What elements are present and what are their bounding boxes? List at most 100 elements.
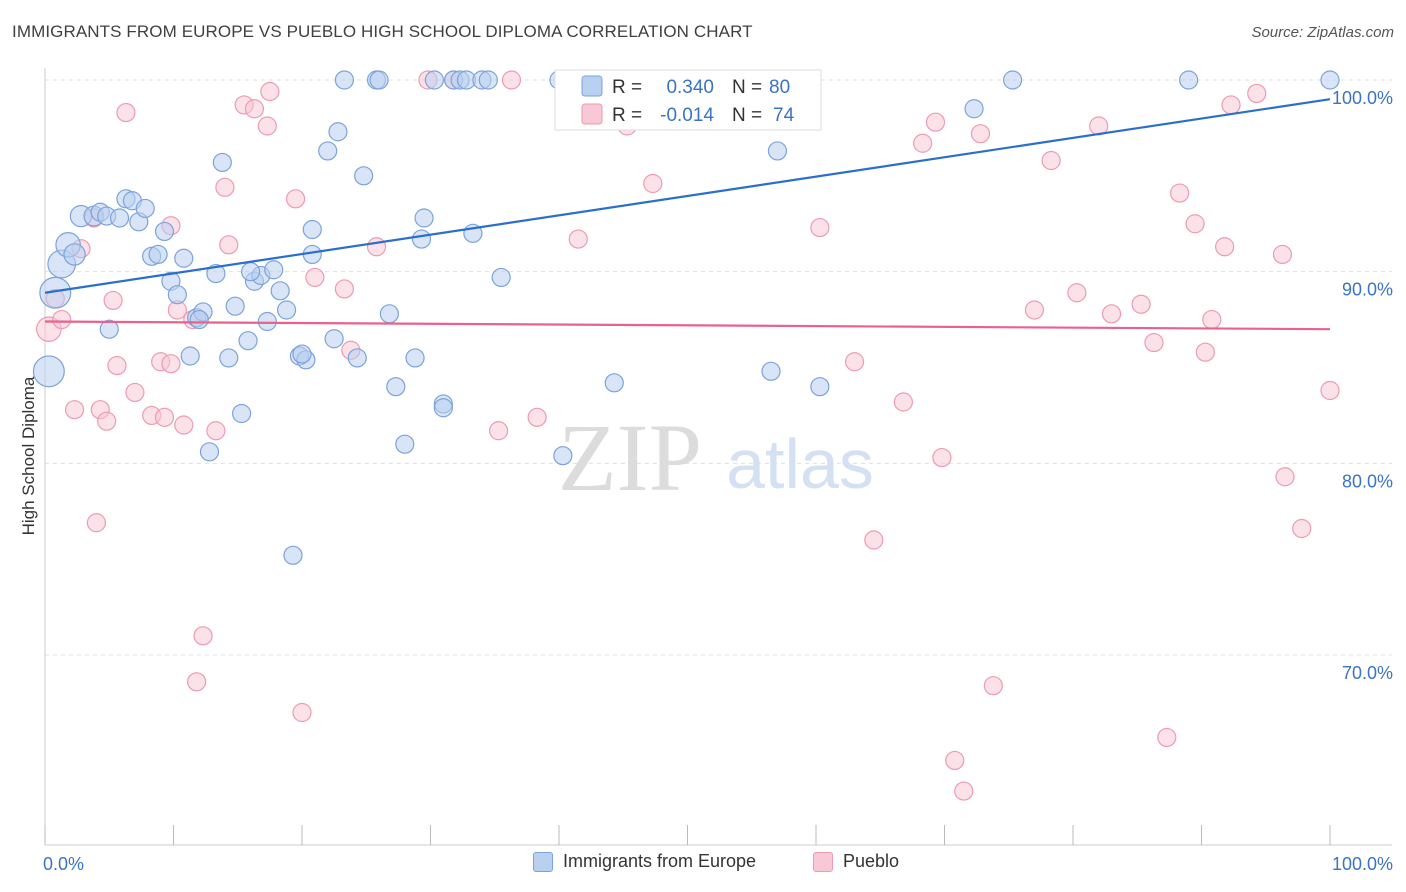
pueblo-point — [893, 392, 913, 412]
europe-point — [1003, 70, 1023, 90]
pueblo-point — [161, 354, 181, 374]
europe-point — [405, 348, 425, 368]
legend-swatch-pueblo — [581, 103, 603, 125]
europe-point — [369, 70, 389, 90]
pueblo-point — [1157, 727, 1177, 748]
pueblo-point — [1247, 83, 1267, 104]
legend-r-label-europe: R = — [612, 77, 642, 98]
legend-n-value-pueblo: 74 — [773, 105, 795, 126]
x-tick-label: 100.0% — [1332, 854, 1393, 874]
pueblo-point — [219, 235, 239, 255]
pueblo-point — [970, 124, 991, 144]
pueblo-point — [285, 189, 306, 209]
europe-point — [238, 331, 258, 351]
y-axis-label: High School Diploma — [19, 376, 38, 535]
legend-top: R = 0.340 N = 80 R = -0.014 N = 74 — [554, 69, 822, 131]
europe-point — [180, 346, 200, 366]
pueblo-point — [810, 217, 830, 238]
pueblo-point — [1131, 294, 1151, 314]
pueblo-point — [1320, 380, 1340, 401]
europe-point — [283, 545, 303, 565]
legend-label-pueblo: Pueblo — [843, 851, 900, 871]
pueblo-point — [292, 702, 312, 723]
axes — [44, 68, 1392, 846]
europe-point — [206, 263, 226, 284]
europe-point — [302, 219, 322, 240]
pueblo-point — [1275, 467, 1295, 487]
europe-point — [424, 70, 444, 90]
pueblo-point — [568, 229, 588, 249]
watermark: ZIP atlas — [558, 404, 874, 511]
europe-point — [241, 262, 261, 282]
pueblo-point — [1292, 518, 1312, 539]
legend-swatch-europe — [581, 75, 603, 97]
europe-point — [347, 348, 367, 368]
europe-point — [478, 70, 498, 90]
pueblo-point — [1202, 309, 1222, 330]
pueblo-point — [52, 309, 72, 330]
pueblo-point — [107, 355, 127, 376]
pueblo-point — [1185, 214, 1205, 234]
pueblo-point — [193, 626, 213, 646]
europe-point — [63, 243, 86, 266]
legend-item-pueblo[interactable]: Pueblo — [813, 851, 899, 872]
pueblo-point — [125, 382, 145, 403]
europe-point — [379, 304, 399, 324]
legend-label-europe: Immigrants from Europe — [563, 851, 757, 871]
europe-point — [810, 377, 830, 397]
europe-point — [324, 329, 344, 349]
europe-point — [109, 208, 130, 228]
europe-point — [148, 244, 168, 265]
pueblo-point — [1195, 342, 1215, 362]
pueblo-point — [954, 781, 974, 801]
legend-swatch-pueblo-bottom — [813, 851, 833, 872]
europe-point — [264, 260, 284, 280]
pueblo-point — [1272, 244, 1293, 265]
pueblo-point — [489, 421, 509, 441]
pueblo-point — [174, 415, 194, 435]
europe-point — [964, 99, 984, 119]
pueblo-point — [1041, 150, 1061, 171]
legend-n-value-europe: 80 — [769, 77, 790, 98]
pueblo-point — [187, 672, 207, 692]
pueblo-point — [64, 400, 85, 420]
y-tick-label: 90.0% — [1342, 280, 1393, 300]
pueblo-point — [913, 133, 933, 153]
europe-point — [761, 361, 781, 381]
europe-point — [1179, 70, 1199, 90]
europe-point — [1320, 70, 1340, 90]
y-tick-label: 70.0% — [1342, 663, 1393, 683]
pueblo-point — [1215, 237, 1235, 257]
europe-point — [386, 377, 406, 397]
pueblo-point — [925, 112, 946, 132]
pueblo-trend-line — [44, 320, 1331, 331]
pueblo-point — [116, 102, 136, 123]
pueblo-point — [1170, 183, 1190, 203]
pueblo-point — [215, 177, 235, 197]
europe-point — [767, 141, 788, 161]
pueblo-point — [527, 407, 547, 427]
pueblo-point — [305, 267, 325, 288]
europe-point — [433, 398, 453, 418]
pueblo-point — [244, 99, 265, 119]
grid-lines — [45, 79, 1392, 656]
x-tick-label: 0.0% — [43, 854, 84, 874]
pueblo-point — [643, 173, 663, 194]
watermark-atlas: atlas — [726, 425, 874, 503]
europe-point — [553, 446, 573, 466]
y-tick-label: 100.0% — [1332, 88, 1393, 108]
pueblo-point — [97, 411, 117, 431]
legend-r-value-europe: 0.340 — [666, 77, 714, 98]
europe-point — [219, 348, 239, 368]
pueblo-point — [257, 116, 277, 136]
chart-title: IMMIGRANTS FROM EUROPE VS PUEBLO HIGH SC… — [12, 22, 753, 41]
legend-item-europe[interactable]: Immigrants from Europe — [533, 851, 756, 872]
europe-point — [99, 319, 119, 339]
europe-points — [32, 70, 1340, 565]
source-label: Source: ZipAtlas.com — [1251, 24, 1394, 41]
europe-point — [135, 198, 155, 219]
europe-point — [491, 267, 511, 288]
europe-point — [154, 221, 175, 242]
pueblo-point — [260, 81, 280, 102]
pueblo-point — [501, 70, 522, 90]
